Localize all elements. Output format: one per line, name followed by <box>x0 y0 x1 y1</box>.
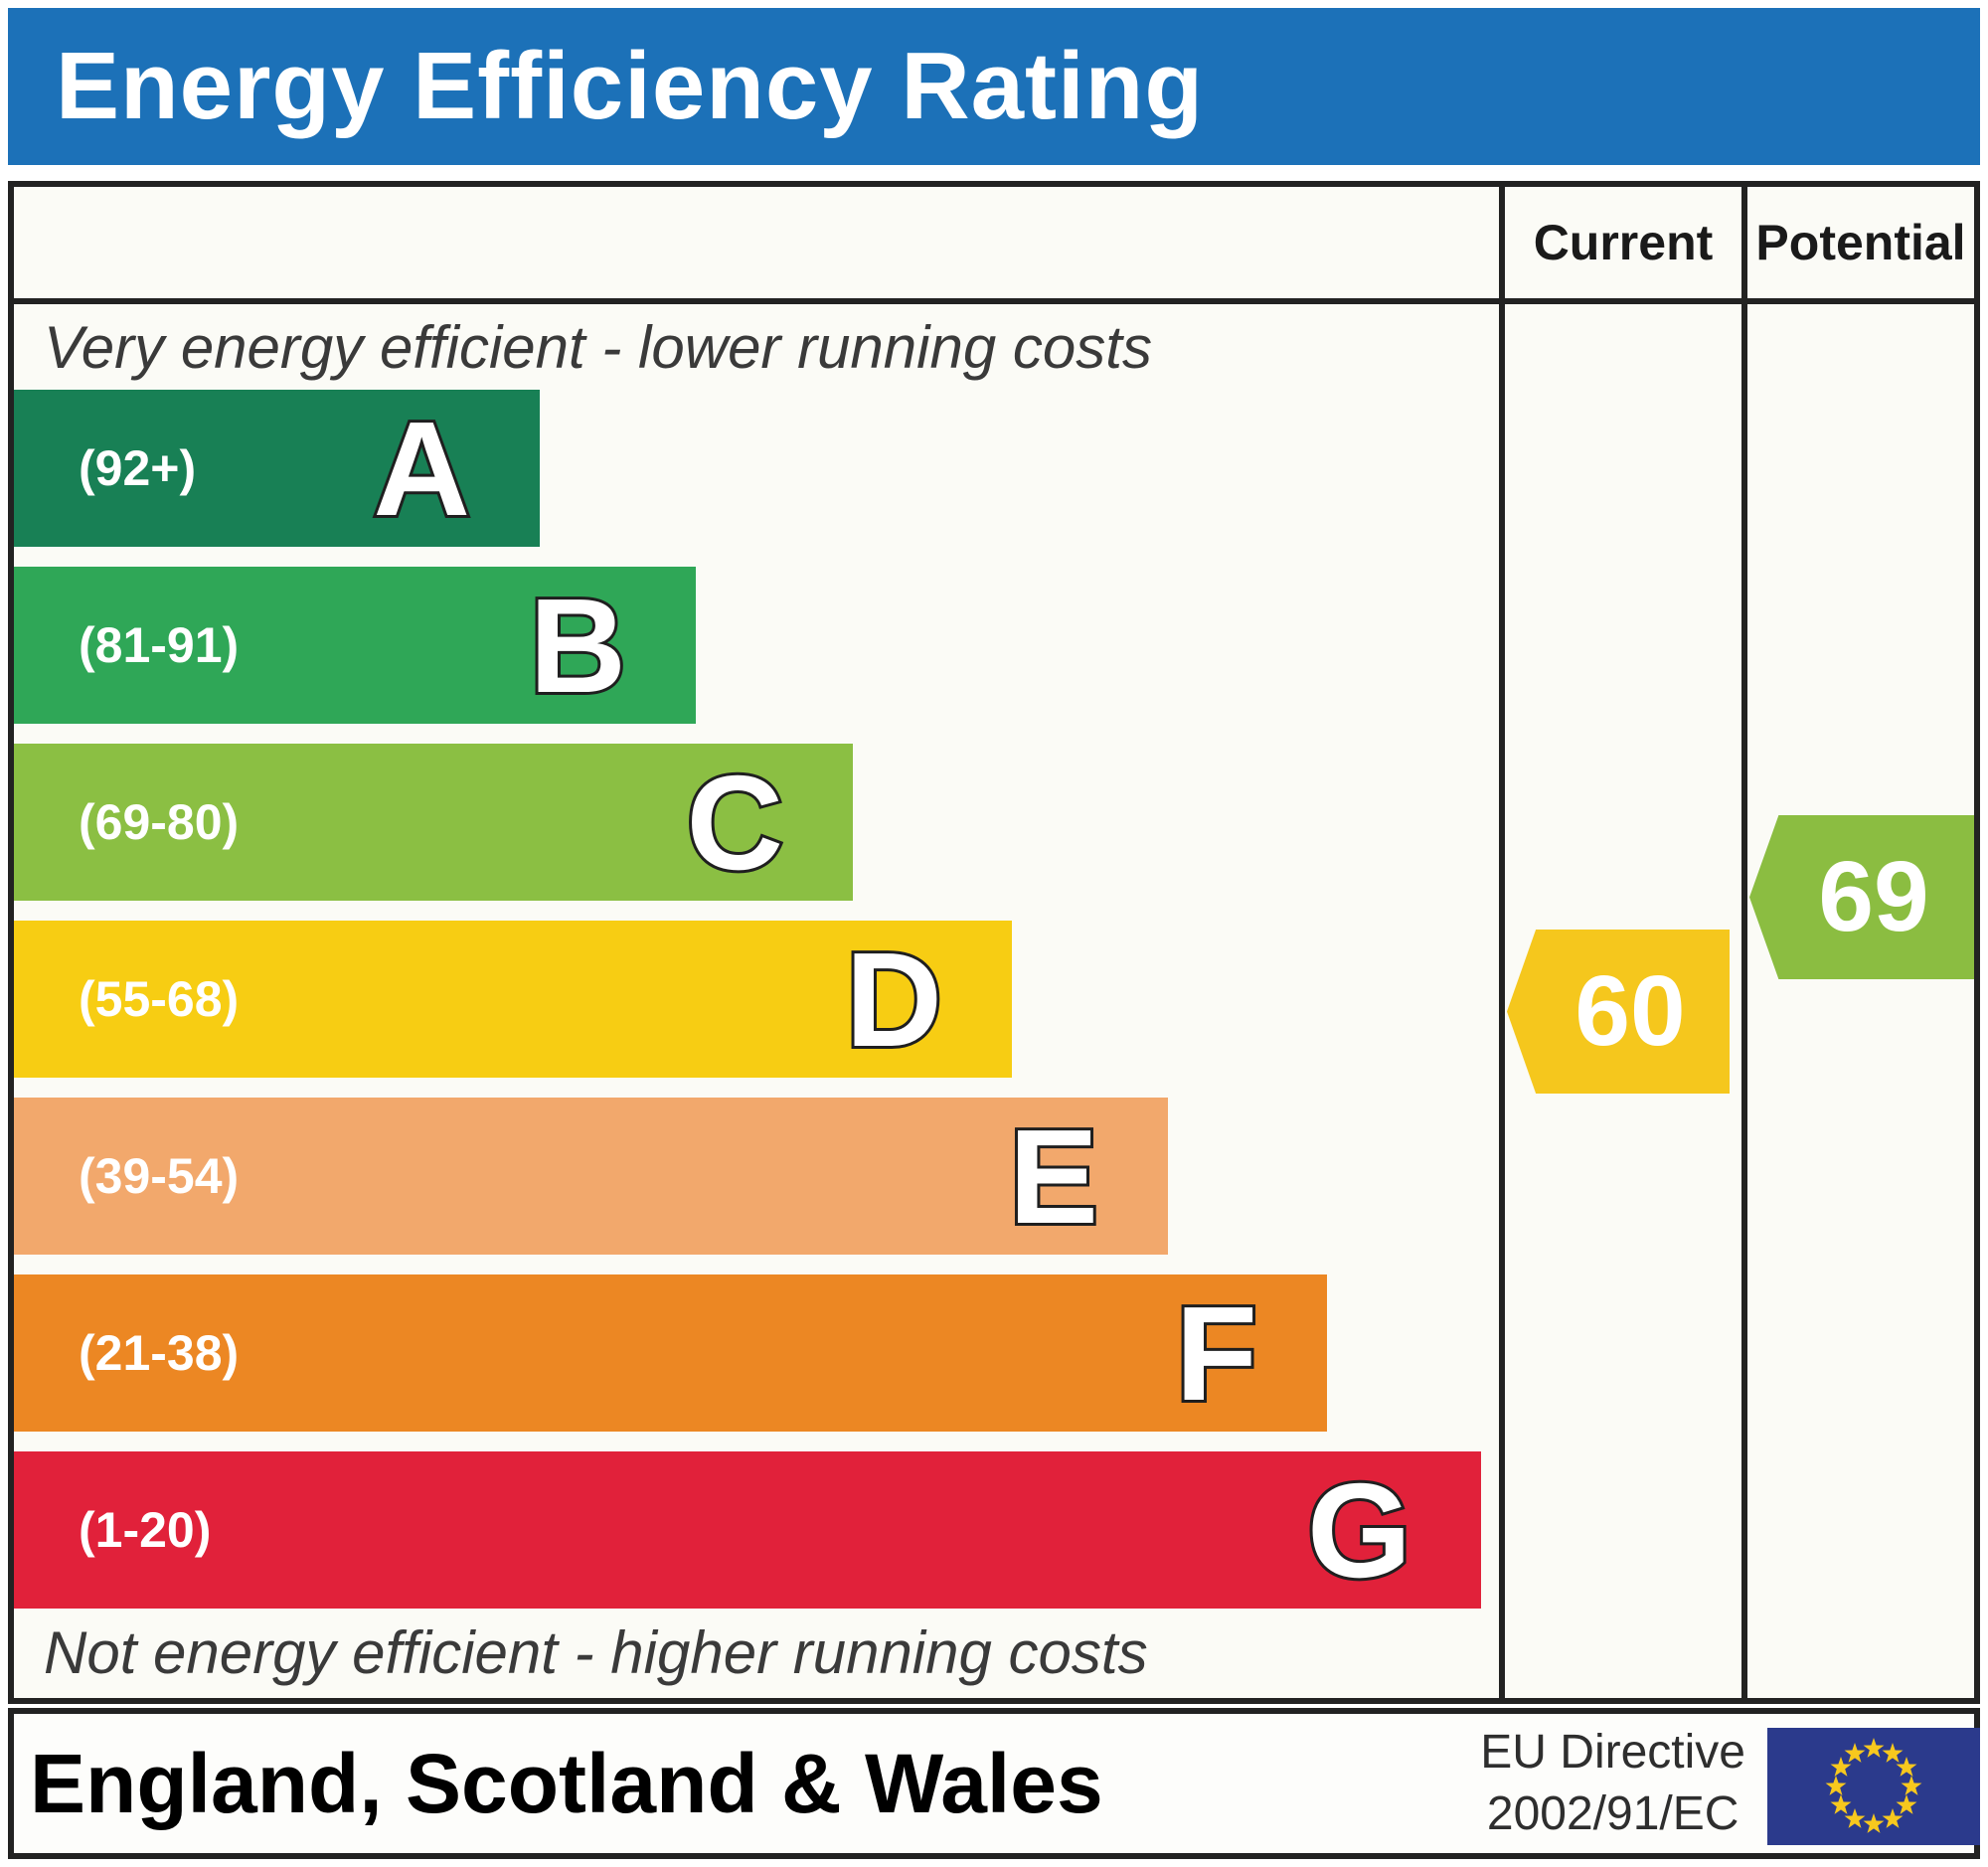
eu-directive-line1: EU Directive <box>1480 1725 1745 1779</box>
current-column-header: Current <box>1533 215 1714 270</box>
current-rating-arrow: 60 <box>1507 930 1730 1094</box>
band-letter: F <box>1173 1277 1261 1429</box>
band-row-e: (39-54) E <box>14 1098 1168 1255</box>
band-range-label: (81-91) <box>79 617 240 673</box>
top-note: Very energy efficient - lower running co… <box>44 314 1152 381</box>
potential-rating-value: 69 <box>1818 841 1929 952</box>
column-header-row: Current Potential <box>14 187 1974 304</box>
potential-column-header: Potential <box>1755 215 1966 270</box>
band-row-d: (55-68) D <box>14 921 1012 1078</box>
band-range-label: (39-54) <box>79 1148 240 1204</box>
band-letter: C <box>684 747 786 898</box>
band-range-label: (92+) <box>79 440 197 496</box>
band-row-a: (92+) A <box>14 390 540 547</box>
eu-directive-line2: 2002/91/EC <box>1486 1787 1740 1840</box>
band-letter: A <box>371 393 473 544</box>
band-range-label: (69-80) <box>79 794 240 850</box>
band-letter: D <box>843 924 945 1075</box>
current-rating-value: 60 <box>1574 955 1686 1067</box>
band-letter: E <box>1006 1101 1101 1252</box>
rating-table: Current Potential Very energy efficient … <box>8 181 1980 1704</box>
band-letter: B <box>527 570 629 721</box>
band-bar-g: (1-20) G <box>14 1451 1481 1609</box>
band-letter: G <box>1304 1454 1414 1606</box>
potential-rating-arrow: 69 <box>1749 815 1974 979</box>
band-bar-c: (69-80) C <box>14 744 853 901</box>
page-title: Energy Efficiency Rating <box>56 33 1204 139</box>
band-bar-b: (81-91) B <box>14 567 696 724</box>
footer-bar: England, Scotland & Wales EU Directive 2… <box>8 1708 1980 1859</box>
band-row-f: (21-38) F <box>14 1274 1327 1432</box>
region-label: England, Scotland & Wales <box>30 1736 1103 1830</box>
band-bar-f: (21-38) F <box>14 1274 1327 1432</box>
band-bar-e: (39-54) E <box>14 1098 1168 1255</box>
eu-directive-label: EU Directive 2002/91/EC <box>1480 1714 1745 1853</box>
current-column-divider <box>1499 187 1505 1698</box>
band-row-c: (69-80) C <box>14 744 853 901</box>
eu-flag-icon <box>1767 1728 1980 1845</box>
band-row-g: (1-20) G <box>14 1451 1481 1609</box>
band-range-label: (55-68) <box>79 971 240 1027</box>
band-bar-a: (92+) A <box>14 390 540 547</box>
title-bar: Energy Efficiency Rating <box>8 8 1980 165</box>
potential-column-divider <box>1741 187 1747 1698</box>
band-range-label: (1-20) <box>79 1502 212 1558</box>
band-bar-d: (55-68) D <box>14 921 1012 1078</box>
band-range-label: (21-38) <box>79 1325 240 1381</box>
bottom-note: Not energy efficient - higher running co… <box>44 1619 1148 1686</box>
band-row-b: (81-91) B <box>14 567 696 724</box>
